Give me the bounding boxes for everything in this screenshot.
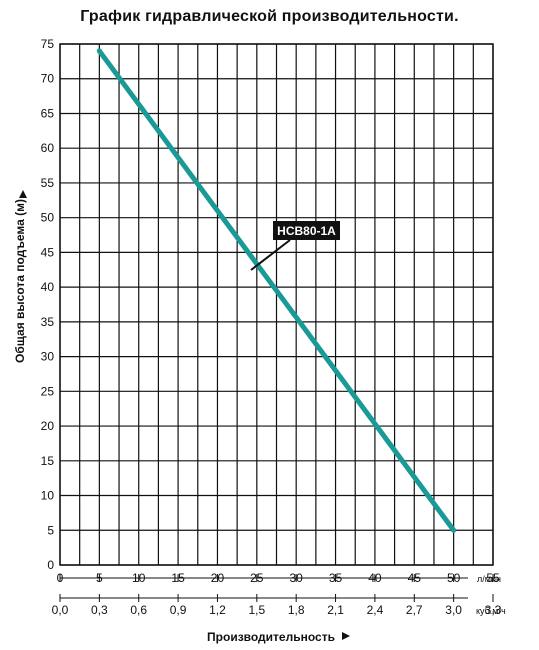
x2-tick-label: 0,6 bbox=[130, 603, 147, 617]
x-tick-label: 30 bbox=[290, 571, 304, 585]
series-label: HCB80-1A bbox=[277, 224, 336, 238]
y-axis-title: Общая высота подъема (м) bbox=[13, 199, 27, 363]
x-axis-unit: л/мин bbox=[477, 574, 501, 584]
y-tick-label: 15 bbox=[41, 454, 55, 468]
y-tick-label: 25 bbox=[41, 384, 55, 398]
x-tick-label: 15 bbox=[171, 571, 185, 585]
x-tick-label: 10 bbox=[132, 571, 146, 585]
y-tick-label: 55 bbox=[41, 176, 55, 190]
y-tick-label: 20 bbox=[41, 419, 55, 433]
y-tick-label: 60 bbox=[41, 141, 55, 155]
y-tick-label: 65 bbox=[41, 106, 55, 120]
x2-tick-label: 1,5 bbox=[248, 603, 265, 617]
series-point bbox=[451, 527, 457, 533]
x2-tick-label: 0,9 bbox=[170, 603, 187, 617]
x-tick-label: 45 bbox=[408, 571, 422, 585]
series-point bbox=[96, 48, 102, 54]
y-tick-label: 30 bbox=[41, 350, 55, 364]
x2-axis-unit: куб.м/ч bbox=[476, 606, 506, 616]
plot-frame bbox=[59, 43, 494, 566]
x-tick-label: 0 bbox=[57, 571, 64, 585]
series-callout-box bbox=[273, 221, 340, 240]
x-tick-label: 40 bbox=[368, 571, 382, 585]
y-tick-label: 50 bbox=[41, 211, 55, 225]
series-line bbox=[96, 48, 457, 533]
chart-title: График гидравлической производительности… bbox=[80, 8, 459, 25]
x2-tick-label: 3,3 bbox=[485, 603, 502, 617]
x-axis-title: Производительность bbox=[207, 630, 335, 644]
x2-tick-label: 2,1 bbox=[327, 603, 344, 617]
y-tick-label: 35 bbox=[41, 315, 55, 329]
x2-tick-label: 3,0 bbox=[445, 603, 462, 617]
y-tick-label: 75 bbox=[41, 37, 55, 51]
x-tick-label: 25 bbox=[250, 571, 264, 585]
x-tick-label: 20 bbox=[211, 571, 225, 585]
x2-tick-label: 1,8 bbox=[288, 603, 305, 617]
y-tick-label: 0 bbox=[47, 558, 54, 572]
x-tick-label: 5 bbox=[96, 571, 103, 585]
y-axis-arrow-icon bbox=[19, 190, 27, 198]
series-callout-leader bbox=[250, 239, 291, 271]
x-tick-label: 35 bbox=[329, 571, 343, 585]
x-tick-label: 55 bbox=[486, 571, 500, 585]
x2-tick-label: 0,0 bbox=[52, 603, 69, 617]
y-tick-label: 40 bbox=[41, 280, 55, 294]
x-tick-label: 50 bbox=[447, 571, 461, 585]
x2-tick-label: 2,7 bbox=[406, 603, 423, 617]
x2-tick-label: 1,2 bbox=[209, 603, 226, 617]
y-tick-label: 70 bbox=[41, 72, 55, 86]
x2-tick-label: 0,3 bbox=[91, 603, 108, 617]
y-tick-label: 10 bbox=[41, 489, 55, 503]
x2-tick-label: 2,4 bbox=[367, 603, 384, 617]
y-tick-label: 5 bbox=[47, 523, 54, 537]
x-axis-arrow-icon bbox=[342, 632, 350, 640]
y-tick-label: 45 bbox=[41, 245, 55, 259]
